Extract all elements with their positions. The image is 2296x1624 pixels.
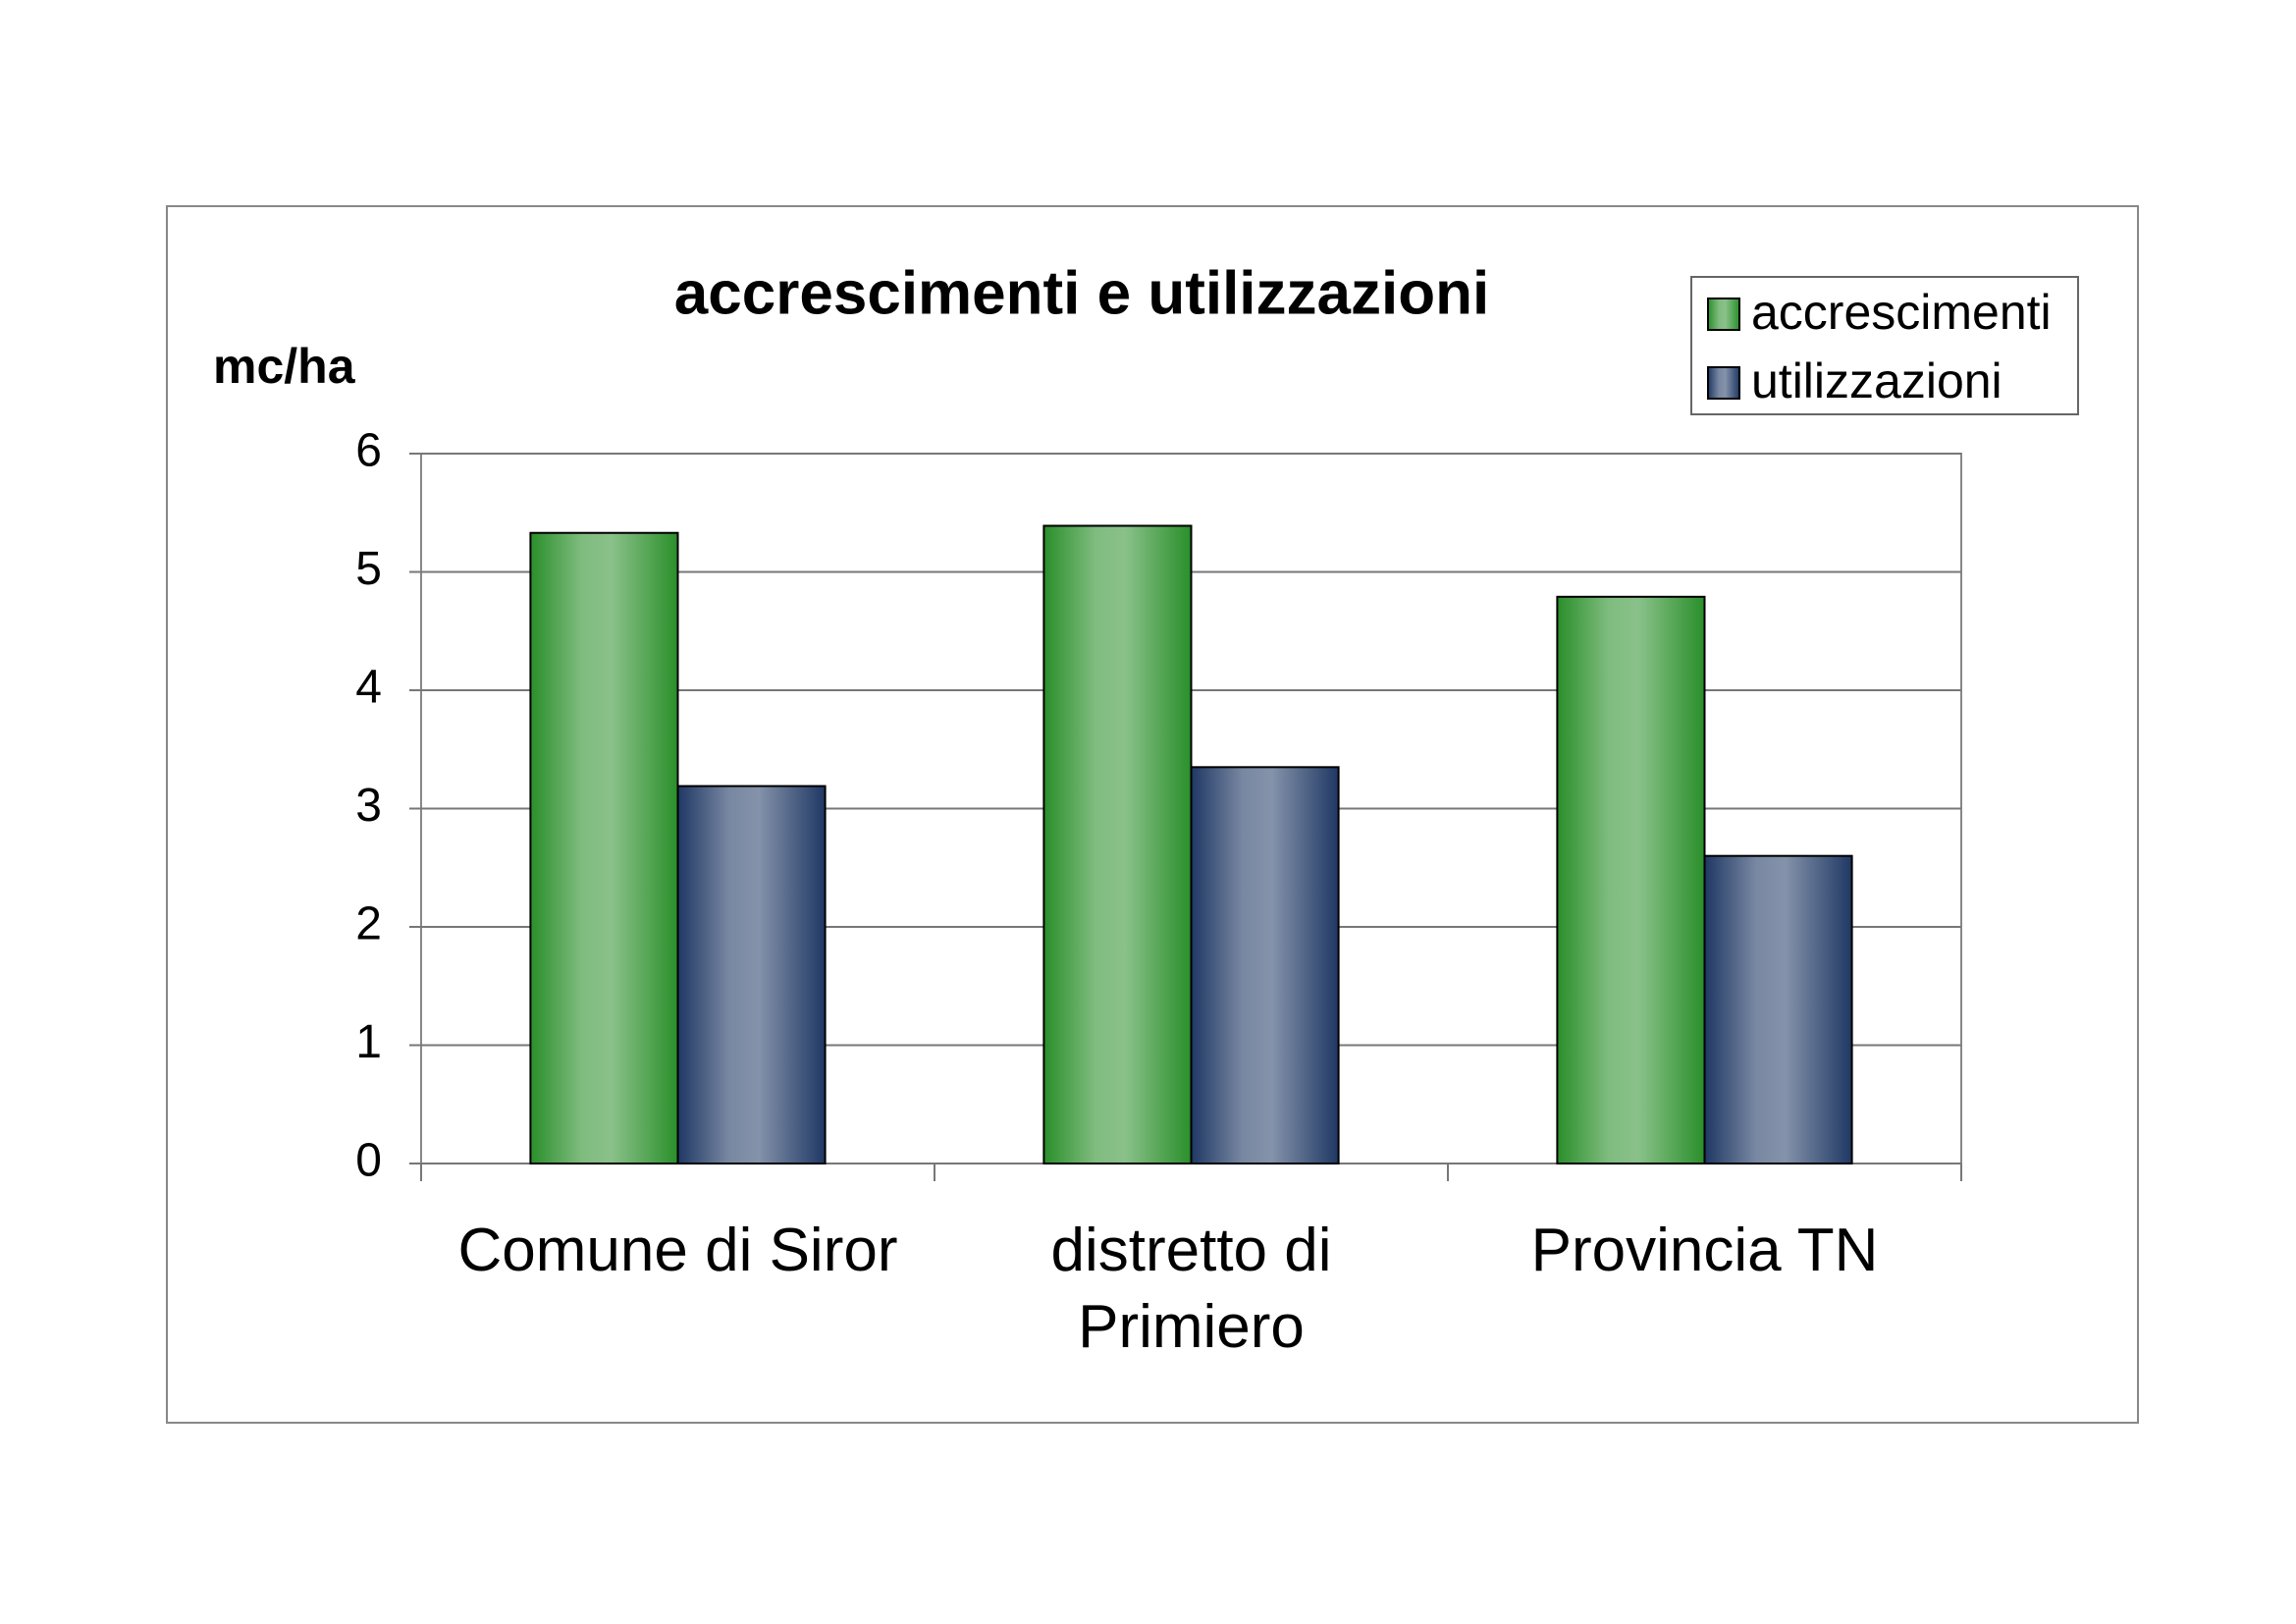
x-tick-label: Comune di Siror <box>457 1217 898 1284</box>
x-tick-label: distretto di Primiero <box>1050 1217 1332 1361</box>
bar <box>1556 595 1706 1164</box>
chart-title: accrescimenti e utilizzazioni <box>674 259 1489 327</box>
y-tick-label: 3 <box>355 780 382 832</box>
y-tick-label: 5 <box>355 543 382 595</box>
legend-label: utilizzazioni <box>1751 353 2002 408</box>
bar <box>1703 854 1853 1164</box>
x-tick-label: Provincia TN <box>1530 1217 1879 1284</box>
legend <box>1690 276 2079 415</box>
legend-label: accrescimenti <box>1751 285 2052 340</box>
y-tick-label: 2 <box>355 898 382 950</box>
bar <box>1042 524 1193 1164</box>
legend-swatch <box>1707 366 1740 400</box>
y-axis-label: mc/ha <box>213 339 356 394</box>
bar <box>676 785 827 1164</box>
y-tick-label: 1 <box>355 1016 382 1068</box>
bar <box>529 531 679 1164</box>
y-tick-label: 6 <box>355 425 382 477</box>
legend-swatch <box>1707 298 1740 331</box>
y-tick-label: 0 <box>355 1135 382 1187</box>
bar <box>1190 766 1340 1164</box>
y-tick-label: 4 <box>355 662 382 714</box>
